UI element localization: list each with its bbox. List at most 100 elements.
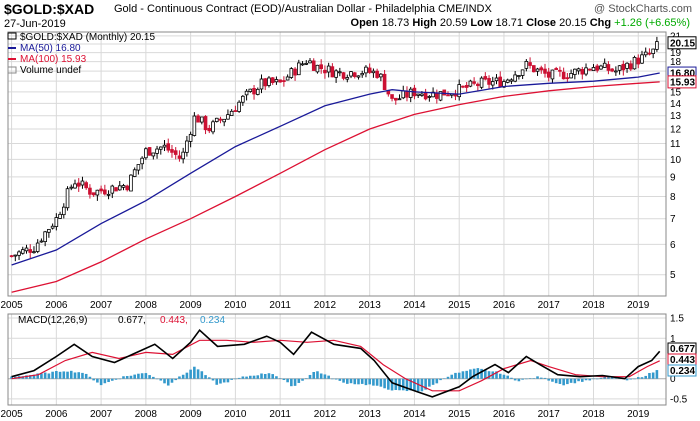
macd-histogram-bar xyxy=(129,375,133,379)
candle-body xyxy=(155,148,159,154)
candle-body xyxy=(91,192,96,196)
macd-histogram-bar xyxy=(502,374,506,379)
candle-body xyxy=(490,81,495,86)
macd-histogram-bar xyxy=(431,378,435,385)
candle-body xyxy=(297,62,301,76)
candle-body xyxy=(114,187,118,192)
price-y-tick-label: 19 xyxy=(670,48,682,59)
candle-body xyxy=(595,65,600,71)
macd-histogram-bar xyxy=(428,378,431,387)
price-panel-frame xyxy=(7,31,667,297)
macd-x-tick-label: 2008 xyxy=(135,409,158,420)
macd-histogram-bar xyxy=(599,377,603,379)
macd-x-tick-label: 2005 xyxy=(0,409,23,420)
chg-value: +1.26 (+6.65%) xyxy=(614,17,690,29)
macd-histogram-bar xyxy=(614,378,618,379)
macd-histogram-bar xyxy=(607,377,610,379)
legend-price-label: $GOLD:$XAD (Monthly) 20.15 xyxy=(20,32,155,43)
macd-histogram-bar xyxy=(107,378,110,383)
macd-histogram-bar xyxy=(338,378,342,381)
macd-histogram-bar xyxy=(140,373,144,379)
candle-body xyxy=(62,206,66,216)
candle-body xyxy=(136,164,141,171)
candle-body xyxy=(561,71,566,80)
candle-body xyxy=(147,147,152,156)
candle-body xyxy=(95,189,100,196)
macd-histogram-bar xyxy=(163,378,166,384)
macd-x-tick-label: 2009 xyxy=(180,409,203,420)
macd-histogram-bar xyxy=(312,371,316,379)
candle-body xyxy=(390,94,394,99)
candle-body xyxy=(397,98,402,101)
macd-histogram-bar xyxy=(625,378,629,381)
macd-histogram-bar xyxy=(387,378,390,390)
macd-x-tick-label: 2013 xyxy=(359,409,382,420)
candle-body xyxy=(625,62,629,69)
macd-line xyxy=(11,329,661,398)
macd-histogram-bar xyxy=(301,378,304,381)
close-value: 20.15 xyxy=(559,17,587,29)
macd-histogram-bar xyxy=(81,372,84,379)
macd-histogram-bar xyxy=(592,378,595,380)
macd-histogram-bar xyxy=(566,378,569,385)
macd-histogram-bar xyxy=(595,378,599,380)
macd-histogram-bar xyxy=(644,375,648,379)
candle-body xyxy=(73,183,77,189)
low-value: 18.71 xyxy=(495,17,524,29)
macd-histogram-bar xyxy=(275,376,278,379)
price-y-tick-label: 8 xyxy=(670,192,676,203)
price-x-tick-label: 2006 xyxy=(45,300,68,311)
candle-body xyxy=(416,93,420,96)
macd-histogram-bar xyxy=(584,378,588,381)
macd-histogram-bar xyxy=(207,377,211,379)
macd-histogram-bar xyxy=(420,378,424,392)
price-y-tick-label: 6 xyxy=(670,240,676,251)
candle-body xyxy=(13,254,18,257)
candle-body xyxy=(263,78,268,87)
macd-histogram-bar xyxy=(200,371,204,379)
macd-histogram-bar xyxy=(88,376,92,379)
macd-histogram-bar xyxy=(118,378,122,380)
quote-date: 27-Jun-2019 xyxy=(4,18,66,30)
macd-histogram-bar xyxy=(539,377,543,379)
macd-histogram-bar xyxy=(484,369,487,379)
candle-body xyxy=(610,68,614,72)
candle-body xyxy=(636,57,641,65)
macd-histogram-bar xyxy=(472,368,476,379)
candle-body xyxy=(39,240,44,243)
macd-histogram-bar xyxy=(55,371,58,379)
legend-box-volume xyxy=(7,66,17,74)
macd-histogram-bar xyxy=(278,378,282,379)
macd-histogram-bar xyxy=(536,376,539,379)
price-last-value-box xyxy=(667,36,697,50)
macd-histogram-bar xyxy=(245,376,248,379)
macd-histogram-bar xyxy=(349,378,353,384)
candle-body xyxy=(132,169,137,177)
candle-body xyxy=(106,193,111,196)
macd-histogram-bar xyxy=(137,373,140,379)
candle-body xyxy=(151,152,156,157)
symbol-title: $GOLD:$XAD xyxy=(4,1,95,17)
macd-histogram-bar xyxy=(401,378,405,391)
candle-body xyxy=(617,65,622,71)
macd-histogram-bar xyxy=(551,378,554,382)
macd-histogram-bar xyxy=(577,378,580,382)
candle-body xyxy=(565,77,570,80)
macd-histogram-bar xyxy=(383,378,386,389)
candle-body xyxy=(196,115,200,123)
candle-body xyxy=(144,148,148,159)
ohlc-summary: Open 18.73 High 20.59 Low 18.71 Close 20… xyxy=(351,17,690,29)
candle-body xyxy=(643,51,648,56)
stockcharts-watermark[interactable]: @ StockCharts.com xyxy=(594,3,692,15)
candle-body xyxy=(420,93,424,96)
candle-body xyxy=(606,64,611,71)
macd-histogram-bar xyxy=(47,373,51,379)
macd-histogram-bar xyxy=(651,372,655,379)
candle-body xyxy=(203,116,208,131)
open-label: Open xyxy=(350,17,379,29)
candle-body xyxy=(587,68,592,71)
candle-body xyxy=(476,83,480,87)
candle-body xyxy=(58,213,62,219)
candle-body xyxy=(408,88,413,98)
